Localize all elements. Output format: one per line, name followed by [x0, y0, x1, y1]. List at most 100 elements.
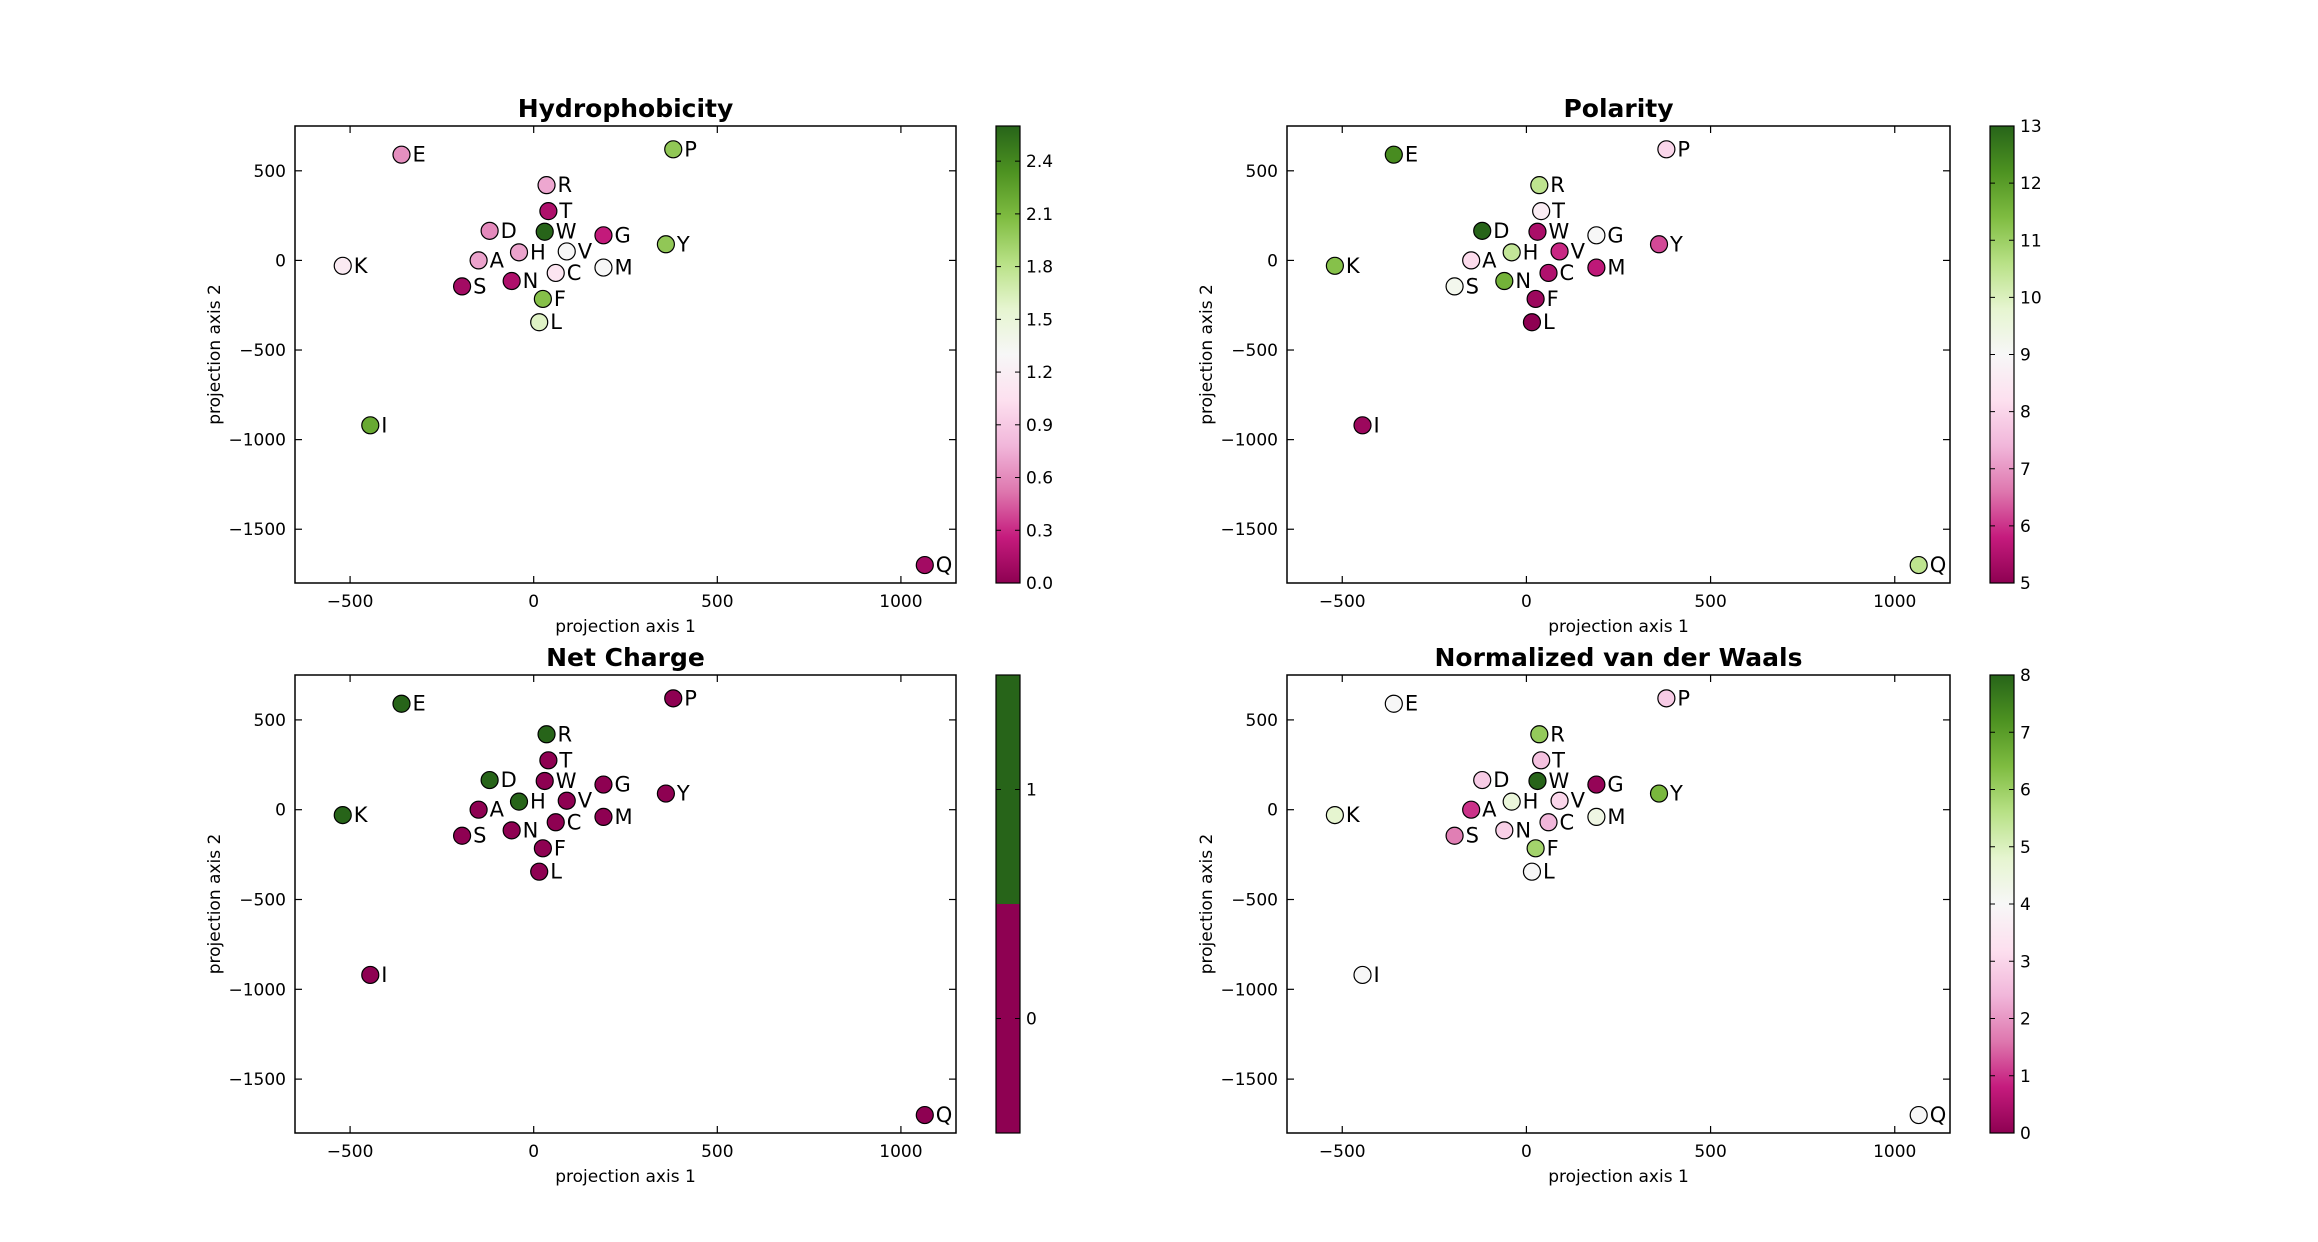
- point-label-D: D: [1493, 219, 1509, 243]
- point-H: [509, 243, 529, 262]
- point-E: [1384, 694, 1403, 713]
- point-D: [480, 221, 499, 240]
- x-tick-label: 0: [528, 1142, 539, 1162]
- x-tick-label: 1000: [1873, 1142, 1916, 1162]
- point-label-W: W: [556, 220, 577, 244]
- y-tick-label: −500: [1231, 341, 1278, 361]
- point-V: [557, 242, 576, 261]
- point-label-G: G: [1607, 773, 1623, 797]
- point-label-E: E: [412, 692, 425, 716]
- x-tick-label: −500: [327, 1142, 374, 1162]
- chart-panel-3: −500 0 500 1000 −1500 −1000 −500 0 500 Net Charge…: [205, 643, 1037, 1187]
- y-tick-label: −500: [239, 891, 286, 911]
- point-T: [539, 751, 558, 770]
- y-tick-label: −1000: [1220, 980, 1278, 1000]
- y-tick-label: −1500: [228, 520, 286, 540]
- y-axis-label: projection axis 2: [205, 834, 225, 975]
- y-axis-label: projection axis 2: [1197, 834, 1217, 975]
- point-S: [1445, 277, 1464, 296]
- x-axis-label: projection axis 1: [555, 617, 696, 637]
- colorbar-tick-label: 1: [2020, 1067, 2031, 1087]
- x-tick-label: 0: [1521, 592, 1532, 612]
- colorbar-tick-label: 8: [2020, 403, 2031, 423]
- point-label-R: R: [1550, 722, 1565, 746]
- point-N: [502, 271, 521, 291]
- point-label-R: R: [558, 173, 573, 197]
- point-K: [1325, 805, 1344, 825]
- y-tick-label: −500: [1231, 891, 1278, 911]
- colorbar-tick-label: 0.9: [1026, 416, 1053, 436]
- point-label-R: R: [1550, 173, 1565, 197]
- y-tick-label: −1000: [228, 980, 286, 1000]
- point-G: [1587, 226, 1606, 245]
- point-label-F: F: [1547, 836, 1559, 860]
- point-label-K: K: [354, 803, 369, 827]
- y-tick-label: −500: [239, 341, 286, 361]
- point-label-N: N: [523, 269, 539, 293]
- point-M: [594, 258, 613, 277]
- x-axis-label: projection axis 1: [1548, 617, 1689, 637]
- point-label-L: L: [1543, 310, 1555, 334]
- point-label-N: N: [523, 818, 539, 842]
- point-Y: [1649, 784, 1669, 803]
- point-S: [1445, 826, 1464, 845]
- point-E: [392, 694, 411, 713]
- point-label-Q: Q: [1930, 553, 1947, 577]
- colorbar-tick-label: 1.2: [1026, 363, 1053, 383]
- point-V: [557, 791, 576, 810]
- point-label-T: T: [1551, 199, 1565, 223]
- point-T: [1532, 202, 1551, 221]
- point-label-E: E: [412, 143, 425, 167]
- point-E: [1384, 145, 1403, 164]
- colorbar-tick-label: 2.1: [1026, 205, 1053, 225]
- x-tick-label: −500: [1319, 592, 1366, 612]
- point-label-Q: Q: [1930, 1103, 1947, 1127]
- point-A: [1462, 800, 1481, 819]
- point-C: [546, 813, 565, 832]
- point-I: [1353, 965, 1372, 985]
- y-tick-label: 0: [1267, 251, 1278, 271]
- colorbar-tick-label: 9: [2020, 346, 2031, 366]
- point-label-I: I: [381, 413, 387, 437]
- point-L: [530, 313, 549, 332]
- y-tick-label: 500: [1246, 162, 1278, 182]
- point-P: [1657, 689, 1676, 708]
- chart-panel-2: −500 0 500 1000 −1500 −1000 −500 0 500 Polarity pr…: [1197, 94, 2042, 637]
- point-H: [1502, 792, 1521, 811]
- point-L: [1522, 862, 1542, 881]
- point-Q: [915, 555, 934, 575]
- x-tick-label: 500: [701, 592, 733, 612]
- point-E: [392, 145, 411, 164]
- point-label-T: T: [558, 199, 572, 223]
- point-label-W: W: [1548, 769, 1569, 793]
- colorbar: 0.0 0.3 0.6 0.9 1.2 1.5 1.8 2.1 2.4: [995, 125, 1053, 594]
- point-label-P: P: [1677, 686, 1690, 710]
- point-label-E: E: [1405, 143, 1418, 167]
- point-label-I: I: [1374, 413, 1380, 437]
- point-Y: [656, 784, 675, 803]
- point-label-G: G: [614, 223, 630, 247]
- x-tick-label: 1000: [879, 592, 922, 612]
- point-label-W: W: [1548, 220, 1569, 244]
- y-tick-label: −1500: [1220, 520, 1278, 540]
- point-label-H: H: [530, 240, 546, 264]
- colorbar-tick-label: 1.5: [1026, 310, 1053, 330]
- point-label-V: V: [578, 789, 593, 813]
- point-D: [1473, 221, 1492, 240]
- y-tick-label: −1500: [228, 1070, 286, 1090]
- point-D: [480, 770, 499, 790]
- point-T: [1532, 751, 1551, 770]
- colorbar-tick-label: 12: [2020, 174, 2042, 194]
- y-axis-label: projection axis 2: [205, 284, 225, 425]
- point-N: [1495, 821, 1514, 840]
- point-label-L: L: [550, 860, 562, 884]
- point-F: [533, 289, 552, 309]
- point-label-D: D: [501, 219, 517, 243]
- point-label-H: H: [1523, 240, 1539, 264]
- x-tick-label: −500: [327, 592, 374, 612]
- y-tick-label: −1000: [1220, 431, 1278, 451]
- colorbar-tick-label: 0.0: [1026, 574, 1053, 594]
- point-M: [594, 807, 613, 826]
- chart-panel-4: −500 0 500 1000 −1500 −1000 −500 0 500 Normalized…: [1197, 643, 2031, 1187]
- colorbar-gradient: [996, 126, 1020, 583]
